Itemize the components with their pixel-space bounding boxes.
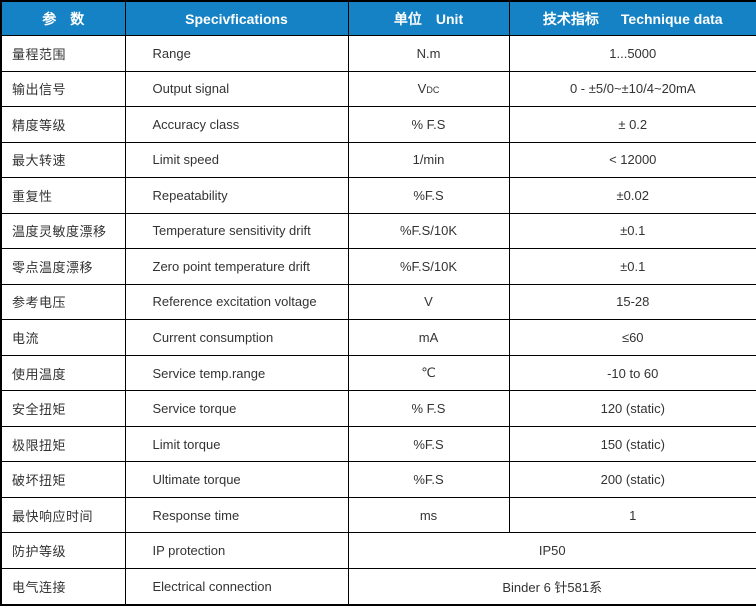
spec-en-cell: Range [124,35,349,72]
unit-cell: 1/min [347,141,510,179]
param-cn-cell: 使用温度 [0,354,126,392]
value-cell: 120 (static) [508,390,756,427]
value-cell: 1...5000 [508,35,756,72]
spec-en-cell: Limit torque [124,425,349,463]
value-cell: ±0.02 [508,177,756,214]
spec-en-cell: Output signal [124,70,349,108]
value-cell: < 12000 [508,141,756,179]
unit-cell: %F.S [347,461,510,498]
table-row: 安全扭矩 Service torque % F.S 120 (static) [0,390,756,427]
value-cell: 15-28 [508,283,756,321]
param-cn-cell: 电气连接 [0,567,126,606]
spec-en-cell: Accuracy class [124,106,349,143]
table-row: 破坏扭矩 Ultimate torque %F.S 200 (static) [0,461,756,498]
spec-en-cell: Ultimate torque [124,461,349,498]
param-cn-cell: 最快响应时间 [0,496,126,534]
header-unit-en: Unit [435,10,464,27]
unit-cell: % F.S [347,390,510,427]
merged-value-cell: IP50 [347,532,756,569]
param-cn-cell: 量程范围 [0,35,126,72]
param-cn-cell: 安全扭矩 [0,390,126,427]
spec-en-cell: Temperature sensitivity drift [124,212,349,250]
header-unit-cn: 单位 [393,10,422,27]
value-cell: ± 0.2 [508,106,756,143]
header-cell-technique-data: 技术指标 Technique data [508,0,756,36]
table-row: 使用温度 Service temp.range ℃ -10 to 60 [0,354,756,392]
value-cell: 200 (static) [508,461,756,498]
header-tech-en: Technique data [620,10,723,27]
table-row: 零点温度漂移 Zero point temperature drift %F.S… [0,248,756,285]
spec-en-cell: Response time [124,496,349,534]
table-row: 精度等级 Accuracy class % F.S ± 0.2 [0,106,756,143]
table-row: 重复性 Repeatability %F.S ±0.02 [0,177,756,214]
spec-en-cell: Service torque [124,390,349,427]
header-cell-parameters: 参 数 [0,0,126,36]
spec-en-cell: Current consumption [124,319,349,356]
unit-cell: N.m [347,35,510,72]
table-row: 最快响应时间 Response time ms 1 [0,496,756,534]
value-cell: ±0.1 [508,212,756,250]
unit-cell: ms [347,496,510,534]
spec-en-cell: Electrical connection [124,567,349,606]
param-cn-cell: 零点温度漂移 [0,248,126,285]
header-cell-unit: 单位 Unit [347,0,510,36]
unit-cell: %F.S [347,177,510,214]
value-cell: 0 - ±5/0~±10/4~20mA [508,70,756,108]
value-cell: 150 (static) [508,425,756,463]
value-cell: -10 to 60 [508,354,756,392]
param-cn-cell: 破坏扭矩 [0,461,126,498]
param-cn-cell: 极限扭矩 [0,425,126,463]
table-row: 电流 Current consumption mA ≤60 [0,319,756,356]
value-cell: 1 [508,496,756,534]
spec-en-cell: Reference excitation voltage [124,283,349,321]
value-cell: ≤60 [508,319,756,356]
table-row: 最大转速 Limit speed 1/min < 12000 [0,141,756,179]
param-cn-cell: 电流 [0,319,126,356]
table-row: 量程范围 Range N.m 1...5000 [0,35,756,72]
param-cn-cell: 参考电压 [0,283,126,321]
value-cell: ±0.1 [508,248,756,285]
param-cn-cell: 重复性 [0,177,126,214]
unit-cell: V [347,283,510,321]
param-cn-cell: 温度灵敏度漂移 [0,212,126,250]
spec-en-cell: Service temp.range [124,354,349,392]
param-cn-cell: 输出信号 [0,70,126,108]
table-row: 极限扭矩 Limit torque %F.S 150 (static) [0,425,756,463]
spec-en-cell: Repeatability [124,177,349,214]
table-row: 电气连接 Electrical connection Binder 6 针581… [0,567,756,606]
spec-en-cell: Zero point temperature drift [124,248,349,285]
table-row: 温度灵敏度漂移 Temperature sensitivity drift %F… [0,212,756,250]
unit-cell: % F.S [347,106,510,143]
table-row: 输出信号 Output signal VDC 0 - ±5/0~±10/4~20… [0,70,756,108]
spec-en-cell: IP protection [124,532,349,569]
unit-cell: %F.S/10K [347,212,510,250]
header-tech-cn: 技术指标 [542,10,599,27]
merged-value-cell: Binder 6 针581系 [347,567,756,606]
unit-main: V [417,81,427,97]
spec-en-cell: Limit speed [124,141,349,179]
unit-cell: VDC [347,70,510,108]
param-cn-cell: 防护等级 [0,532,126,569]
table-row: 参考电压 Reference excitation voltage V 15-2… [0,283,756,321]
param-cn-cell: 精度等级 [0,106,126,143]
unit-cell: mA [347,319,510,356]
table-row: 防护等级 IP protection IP50 [0,532,756,569]
unit-cell: %F.S [347,425,510,463]
unit-cell: ℃ [347,354,510,392]
param-cn-cell: 最大转速 [0,141,126,179]
header-cell-specifications: Specivfications [124,0,349,36]
table-header-row: 参 数 Specivfications 单位 Unit 技术指标 Technique… [0,0,756,36]
unit-cell: %F.S/10K [347,248,510,285]
unit-subscript: DC [426,85,440,96]
